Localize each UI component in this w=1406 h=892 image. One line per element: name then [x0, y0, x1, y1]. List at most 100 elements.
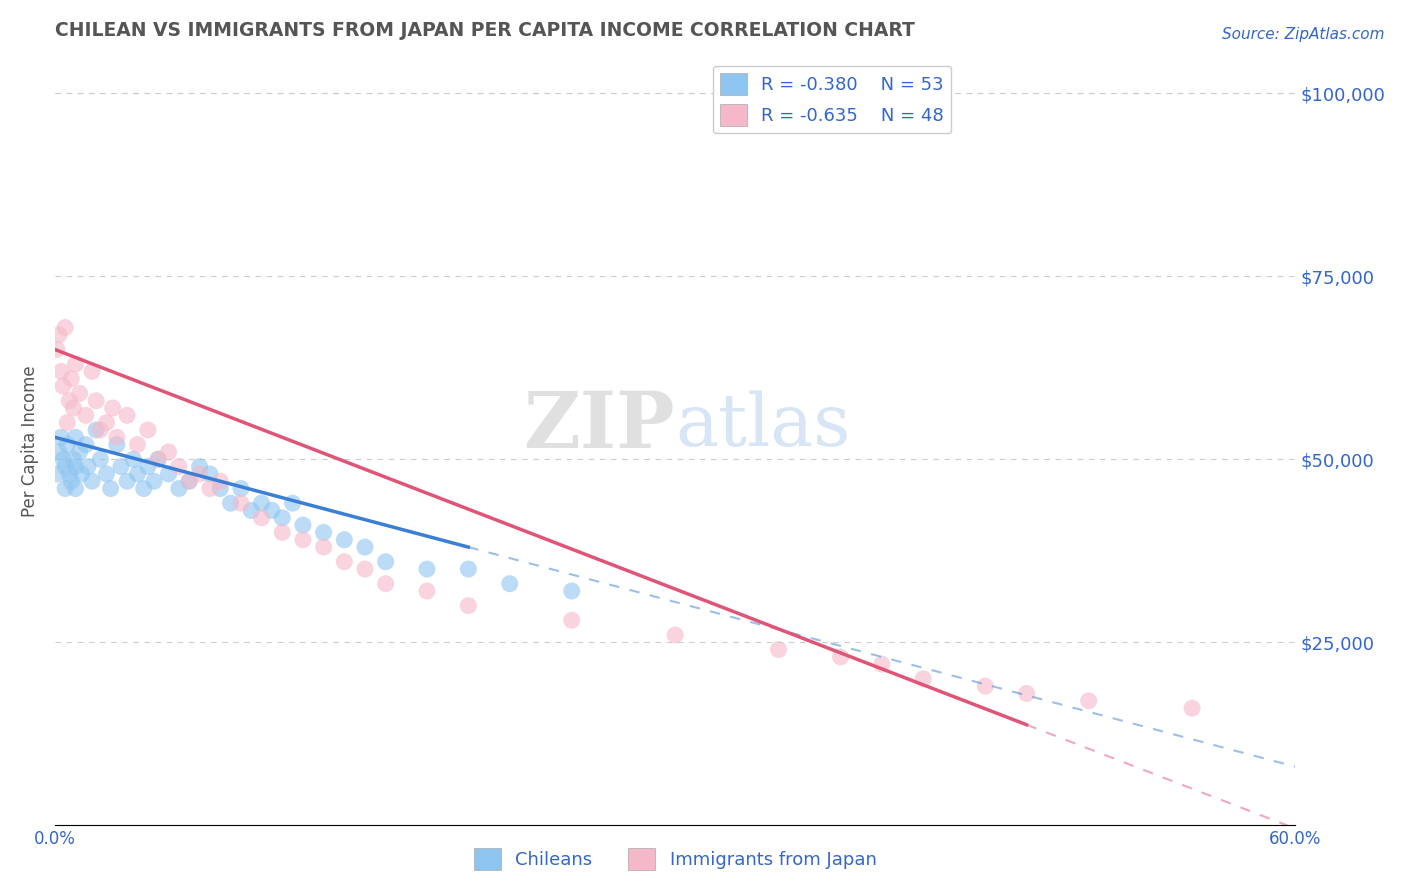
Text: Source: ZipAtlas.com: Source: ZipAtlas.com — [1222, 27, 1385, 42]
Point — [768, 642, 790, 657]
Point — [143, 474, 166, 488]
Point — [912, 672, 935, 686]
Point — [77, 459, 100, 474]
Point — [354, 540, 377, 554]
Point — [260, 503, 283, 517]
Point — [312, 540, 335, 554]
Point — [53, 482, 76, 496]
Point — [198, 467, 221, 481]
Point — [157, 445, 180, 459]
Point — [830, 649, 852, 664]
Point — [101, 401, 124, 415]
Point — [333, 555, 356, 569]
Point — [457, 562, 479, 576]
Point — [209, 474, 232, 488]
Point — [198, 482, 221, 496]
Point — [58, 467, 80, 481]
Point — [75, 437, 97, 451]
Point — [354, 562, 377, 576]
Point — [52, 379, 75, 393]
Point — [100, 482, 122, 496]
Point — [179, 474, 201, 488]
Point — [53, 320, 76, 334]
Point — [45, 343, 67, 357]
Point — [240, 503, 263, 517]
Point — [188, 467, 211, 481]
Point — [80, 364, 103, 378]
Point — [229, 482, 252, 496]
Point — [157, 467, 180, 481]
Point — [250, 496, 273, 510]
Point — [209, 482, 232, 496]
Point — [52, 452, 75, 467]
Point — [115, 409, 138, 423]
Point — [56, 437, 79, 451]
Point — [312, 525, 335, 540]
Point — [1015, 686, 1038, 700]
Point — [271, 511, 294, 525]
Point — [45, 467, 67, 481]
Point — [49, 364, 72, 378]
Point — [62, 452, 84, 467]
Point — [132, 482, 155, 496]
Point — [561, 613, 583, 627]
Point — [127, 437, 149, 451]
Point — [1181, 701, 1204, 715]
Legend: Chileans, Immigrants from Japan: Chileans, Immigrants from Japan — [467, 841, 884, 878]
Point — [48, 327, 70, 342]
Point — [49, 430, 72, 444]
Point — [291, 518, 314, 533]
Point — [96, 467, 118, 481]
Point — [105, 437, 128, 451]
Point — [974, 679, 997, 693]
Point — [188, 459, 211, 474]
Point — [250, 511, 273, 525]
Point — [416, 562, 439, 576]
Point — [374, 555, 396, 569]
Point — [60, 474, 83, 488]
Point — [48, 445, 70, 459]
Point — [271, 525, 294, 540]
Point — [561, 584, 583, 599]
Text: ZIP: ZIP — [523, 388, 675, 464]
Point — [416, 584, 439, 599]
Point — [89, 423, 111, 437]
Point — [148, 452, 170, 467]
Point — [664, 628, 686, 642]
Point — [62, 401, 84, 415]
Point — [53, 459, 76, 474]
Text: atlas: atlas — [675, 391, 851, 461]
Point — [80, 474, 103, 488]
Point — [499, 576, 522, 591]
Point — [219, 496, 242, 510]
Point — [105, 430, 128, 444]
Point — [65, 430, 87, 444]
Point — [65, 459, 87, 474]
Point — [374, 576, 396, 591]
Point — [136, 423, 159, 437]
Point — [110, 459, 132, 474]
Point — [65, 482, 87, 496]
Point — [167, 482, 190, 496]
Point — [96, 416, 118, 430]
Point — [75, 409, 97, 423]
Point — [127, 467, 149, 481]
Point — [136, 459, 159, 474]
Point — [291, 533, 314, 547]
Point — [281, 496, 304, 510]
Point — [84, 393, 107, 408]
Point — [1077, 694, 1099, 708]
Point — [69, 386, 91, 401]
Point — [70, 467, 93, 481]
Point — [333, 533, 356, 547]
Point — [60, 372, 83, 386]
Point — [115, 474, 138, 488]
Point — [870, 657, 893, 672]
Text: CHILEAN VS IMMIGRANTS FROM JAPAN PER CAPITA INCOME CORRELATION CHART: CHILEAN VS IMMIGRANTS FROM JAPAN PER CAP… — [55, 21, 915, 40]
Point — [167, 459, 190, 474]
Point — [179, 474, 201, 488]
Point — [89, 452, 111, 467]
Point — [122, 452, 145, 467]
Point — [148, 452, 170, 467]
Point — [69, 445, 91, 459]
